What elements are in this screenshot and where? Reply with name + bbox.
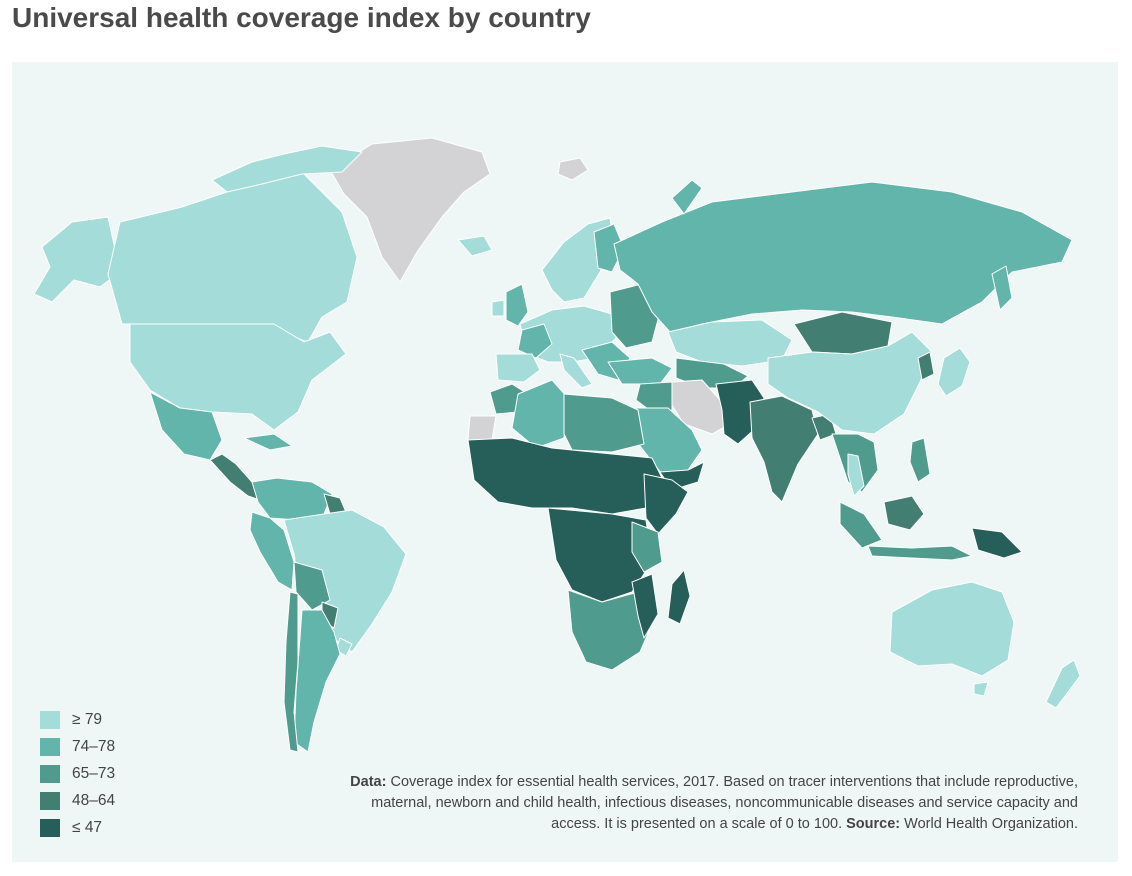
region-sakhalin-kamchatka	[991, 265, 1013, 311]
legend: ≥ 79 74–78 65–73 48–64 ≤ 47	[40, 706, 115, 841]
legend-swatch	[40, 737, 60, 756]
legend-item: ≤ 47	[40, 814, 115, 841]
region-madagascar[interactable]	[667, 569, 691, 625]
region-central-america[interactable]	[209, 453, 261, 501]
region-southern-africa[interactable]	[567, 589, 653, 671]
region-japan[interactable]	[937, 347, 971, 397]
region-east-africa	[631, 521, 663, 573]
region-borneo	[883, 495, 925, 531]
region-tasmania	[973, 681, 989, 697]
region-iberia[interactable]	[495, 353, 541, 383]
legend-item: 74–78	[40, 733, 115, 760]
region-new-zealand[interactable]	[1045, 659, 1081, 709]
region-horn-of-africa[interactable]	[643, 473, 689, 535]
legend-label: ≤ 47	[72, 818, 103, 836]
world-map	[33, 137, 1081, 753]
legend-item: 48–64	[40, 787, 115, 814]
legend-label: 65–73	[72, 764, 116, 782]
region-canada[interactable]	[107, 171, 358, 343]
region-iceland	[457, 235, 493, 257]
region-mexico[interactable]	[149, 391, 223, 461]
region-canada-islands	[211, 145, 363, 193]
region-central-africa[interactable]	[547, 507, 653, 603]
region-papua-new-guinea[interactable]	[971, 527, 1023, 559]
region-alaska[interactable]	[33, 216, 121, 303]
region-philippines	[909, 437, 931, 483]
region-svalbard	[557, 157, 589, 181]
region-libya-egypt[interactable]	[563, 393, 645, 453]
region-australia[interactable]	[889, 581, 1015, 677]
region-caribbean	[243, 433, 293, 451]
region-colombia-venezuela[interactable]	[251, 477, 333, 521]
region-india[interactable]	[749, 395, 819, 503]
region-saudi-arabia[interactable]	[629, 407, 703, 475]
legend-label: 48–64	[72, 791, 116, 809]
region-italy	[559, 353, 593, 389]
page-title: Universal health coverage index by count…	[12, 2, 591, 33]
region-korea	[917, 351, 935, 381]
region-mozambique	[631, 573, 659, 639]
region-russia[interactable]	[613, 181, 1073, 333]
region-uk[interactable]	[505, 283, 529, 327]
data-description: Coverage index for essential health serv…	[371, 774, 1078, 832]
legend-label: 74–78	[72, 737, 116, 755]
region-turkey[interactable]	[607, 357, 673, 385]
region-algeria[interactable]	[511, 379, 569, 449]
data-source-note: Data: Coverage index for essential healt…	[338, 772, 1078, 835]
region-chile[interactable]	[283, 591, 299, 753]
legend-label: ≥ 79	[72, 710, 103, 728]
region-greenland[interactable]	[329, 137, 491, 283]
region-novaya-zemlya	[671, 179, 703, 215]
data-label: Data:	[350, 774, 387, 790]
legend-item: ≥ 79	[40, 706, 115, 733]
legend-swatch	[40, 818, 60, 837]
legend-swatch	[40, 764, 60, 783]
region-indonesia-east	[867, 545, 973, 561]
region-peru-ecuador[interactable]	[249, 511, 295, 591]
legend-swatch	[40, 791, 60, 810]
legend-swatch	[40, 710, 60, 729]
region-sahel[interactable]	[467, 437, 665, 515]
region-argentina[interactable]	[293, 609, 341, 753]
region-mongolia[interactable]	[793, 311, 893, 355]
map-panel: ≥ 79 74–78 65–73 48–64 ≤ 47 Data: Covera…	[12, 62, 1118, 862]
region-western-sahara	[467, 415, 497, 441]
legend-item: 65–73	[40, 760, 115, 787]
region-ireland	[491, 299, 505, 317]
region-usa[interactable]	[129, 323, 347, 431]
region-bolivia[interactable]	[293, 561, 331, 611]
region-indonesia[interactable]	[839, 501, 883, 549]
region-france	[517, 323, 553, 359]
region-china[interactable]	[767, 331, 933, 435]
region-thailand	[847, 453, 865, 497]
source-text: World Health Organization.	[900, 816, 1078, 832]
source-label: Source:	[846, 816, 901, 832]
